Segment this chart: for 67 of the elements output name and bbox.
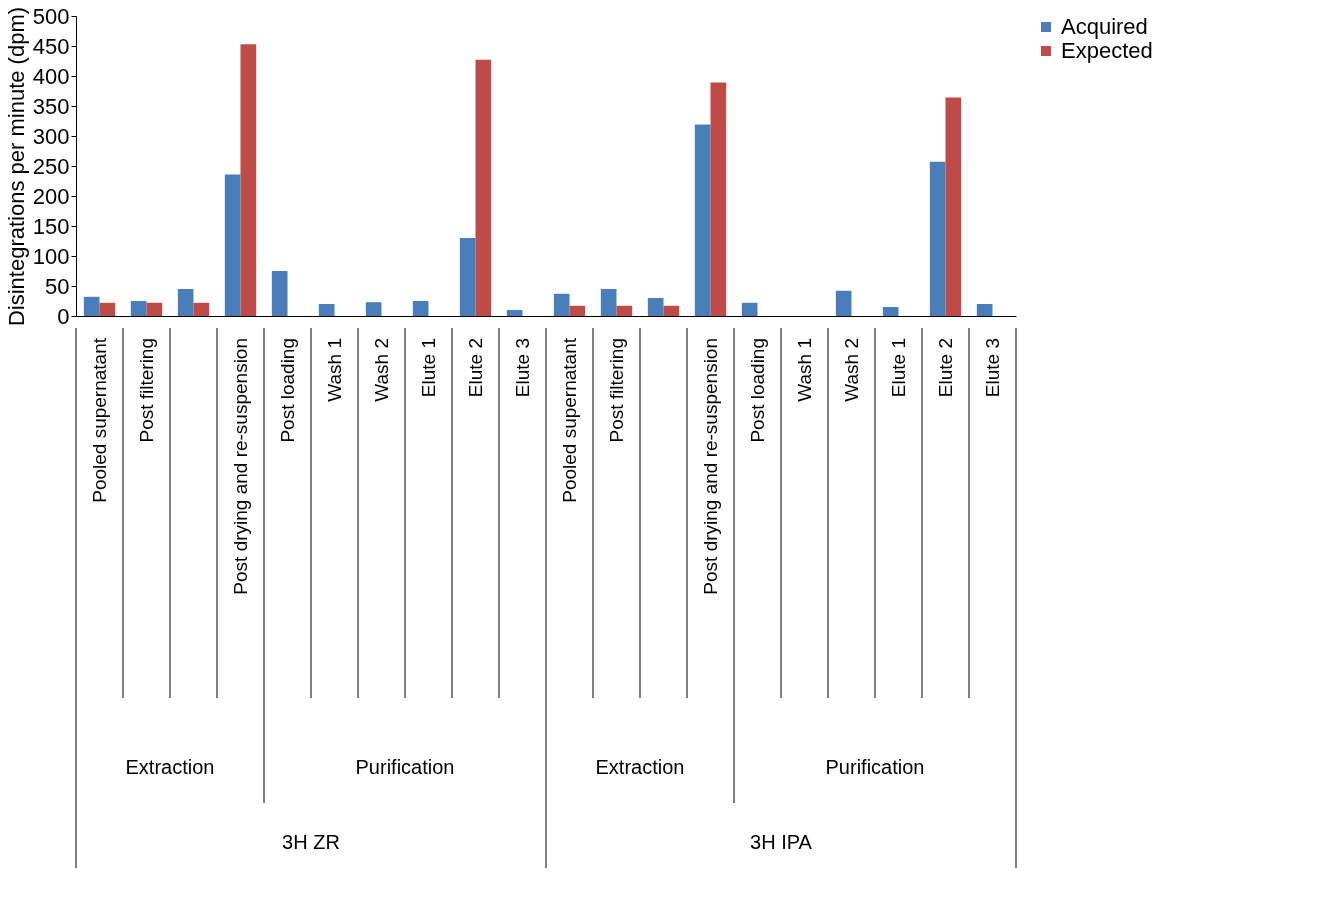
bar (224, 174, 241, 316)
x-tick-label: Elute 3 (511, 338, 533, 398)
bar (475, 59, 492, 316)
x-tick-label: Wash 1 (323, 338, 345, 402)
x-tick-label: Elute 1 (417, 338, 439, 398)
bar (506, 310, 523, 316)
bar (741, 302, 758, 316)
x-tick-label: Elute 2 (934, 338, 956, 398)
x-tick-label: Wash 1 (793, 338, 815, 402)
x-tick-label: Post loading (276, 338, 298, 443)
x-tick-label: Elute 3 (981, 338, 1003, 398)
x-tick-label: Post drying and re-suspension (699, 338, 721, 595)
bar (130, 301, 147, 316)
text: Purification (825, 756, 925, 778)
text: 3H ZR (282, 831, 340, 853)
bar (694, 124, 711, 316)
bar (553, 293, 570, 316)
x-tick-label: Elute 2 (464, 338, 486, 398)
bar (663, 305, 680, 316)
bar (193, 302, 210, 316)
y-tick-label: 350 (32, 93, 70, 119)
x-tick-label: Wash 2 (840, 338, 862, 402)
y-tick-label: 250 (32, 153, 70, 179)
y-tick-label: 0 (57, 303, 70, 329)
x-tick-label: Post filtering (135, 338, 157, 443)
bar (600, 289, 617, 316)
bar (146, 302, 163, 316)
bar (882, 307, 899, 316)
bar (177, 289, 194, 316)
bar (710, 82, 727, 316)
x-tick-label: Post filtering (605, 338, 627, 443)
y-tick-label: 50 (45, 273, 70, 299)
text: Extraction (595, 756, 685, 778)
text: Extraction (125, 756, 215, 778)
bar (412, 301, 429, 316)
legend-label: Expected (1061, 38, 1153, 63)
bar (99, 302, 116, 316)
bar (83, 296, 100, 316)
x-tick-label: Post drying and re-suspension (229, 338, 251, 595)
bar (945, 97, 962, 316)
y-tick-label: 300 (32, 123, 70, 149)
bar (976, 304, 993, 316)
x-tick-label: Pooled supernatant (558, 337, 580, 503)
bar (459, 238, 476, 316)
x-tick-label: Wash 2 (370, 338, 392, 402)
y-tick-label: 200 (32, 183, 70, 209)
y-tick-label: 150 (32, 213, 70, 239)
y-tick-label: 100 (32, 243, 70, 269)
bar (318, 304, 335, 316)
x-tick-label: Post loading (746, 338, 768, 443)
text: Purification (355, 756, 455, 778)
x-tick-label: Elute 1 (887, 338, 909, 398)
y-tick-label: 400 (32, 63, 70, 89)
y-tick-label: 500 (32, 3, 70, 29)
bar (569, 305, 586, 316)
x-tick-label: Pooled supernatant (88, 337, 110, 503)
bar (929, 161, 946, 316)
bar (365, 302, 382, 316)
bar (647, 298, 664, 316)
bar (271, 271, 288, 316)
bar (835, 290, 852, 316)
bar (240, 44, 257, 316)
y-tick-label: 450 (32, 33, 70, 59)
bar (616, 305, 633, 316)
text: 3H IPA (750, 831, 813, 853)
y-axis-title: Disintegrations per minute (dpm) (3, 6, 29, 327)
legend-label: Acquired (1061, 14, 1148, 39)
